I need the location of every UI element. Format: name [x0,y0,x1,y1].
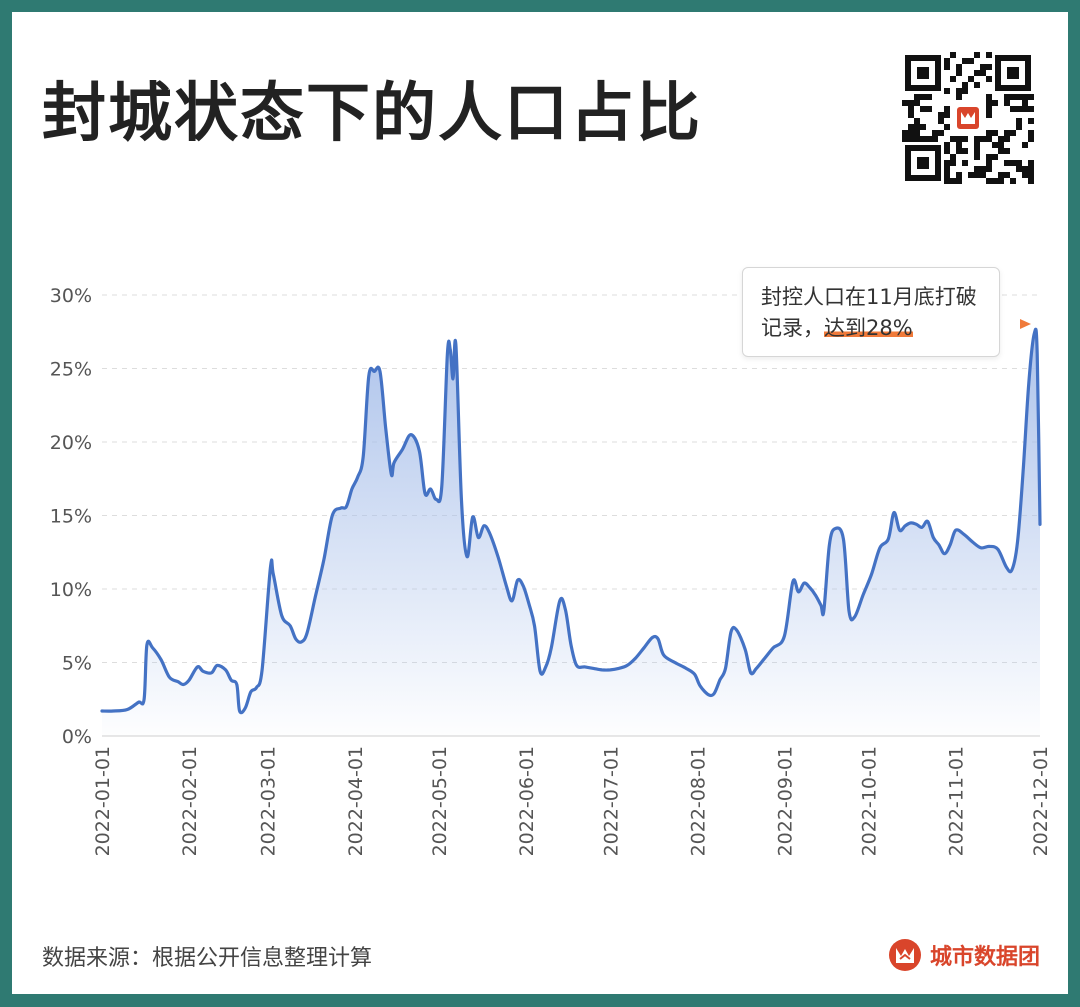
x-tick-label: 2022-03-01 [258,746,280,856]
x-tick-label: 2022-05-01 [429,746,451,856]
annotation-callout: 封控人口在11月底打破 记录，达到28% [742,267,1000,357]
annotation-line-1: 封控人口在11月底打破 [761,285,977,309]
x-tick-label: 2022-10-01 [859,746,881,856]
area-chart: 0% 5% 10% 15% 20% 25% 30% 2022-01-01 2022-02-01 2… [50,285,1052,856]
annotation-highlight: 达到28% [824,316,913,340]
x-tick-label: 2022-09-01 [774,746,796,856]
y-tick-label: 0% [62,726,92,748]
x-tick-label: 2022-02-01 [179,746,201,856]
y-tick-label: 15% [50,506,92,528]
qr-center-logo-icon [954,104,982,132]
y-tick-label: 25% [50,359,92,381]
brand: 城市数据团 [888,938,1040,972]
data-source: 数据来源：根据公开信息整理计算 [42,946,373,971]
brand-name: 城市数据团 [930,945,1041,970]
x-tick-label: 2022-08-01 [687,746,709,856]
page-title: 封城状态下的人口占比 [42,77,702,151]
annotation-line-2: 记录，达到28% [761,313,985,344]
x-tick-label: 2022-07-01 [600,746,622,856]
y-tick-label: 20% [50,432,92,454]
chart-card [12,12,1068,994]
y-tick-label: 10% [50,579,92,601]
y-tick-label: 5% [62,653,92,675]
x-tick-label: 2022-01-01 [92,746,114,856]
area-fill [102,329,1040,736]
x-tick-label: 2022-11-01 [946,746,968,856]
y-tick-label: 30% [50,285,92,307]
x-tick-label: 2022-06-01 [516,746,538,856]
x-tick-label: 2022-04-01 [345,746,367,856]
brand-logo-icon [889,939,921,971]
annotation-pointer-icon [1020,319,1031,329]
series-line [100,327,1042,715]
annotation-prefix: 记录， [761,316,824,340]
x-tick-label: 2022-12-01 [1030,746,1052,856]
qr-code [902,52,1034,184]
